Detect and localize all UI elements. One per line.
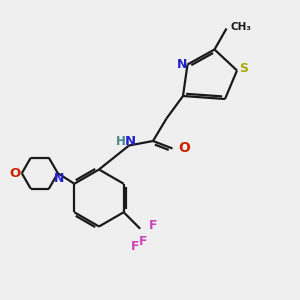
Text: F: F: [130, 240, 139, 253]
Text: N: N: [54, 172, 64, 185]
Text: F: F: [148, 219, 157, 232]
Text: N: N: [177, 58, 187, 71]
Text: N: N: [125, 135, 136, 148]
Text: H: H: [116, 135, 125, 148]
Text: O: O: [178, 142, 190, 155]
Text: O: O: [10, 167, 21, 180]
Text: CH₃: CH₃: [230, 22, 251, 32]
Text: F: F: [139, 235, 147, 248]
Text: S: S: [239, 62, 248, 76]
